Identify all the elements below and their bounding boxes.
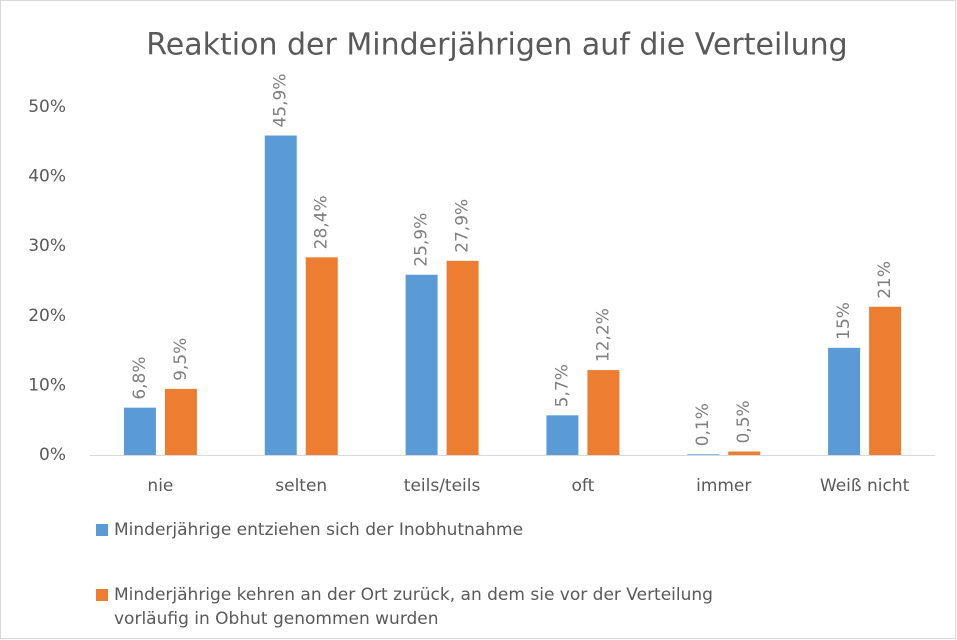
data-label: 0,1% — [693, 403, 713, 446]
legend-entry: Minderjährige entziehen sich der Inobhut… — [96, 518, 754, 542]
data-label: 9,5% — [171, 338, 191, 381]
legend-label: Minderjährige entziehen sich der Inobhut… — [114, 520, 524, 540]
bar — [687, 454, 720, 455]
y-tick-label: 40% — [28, 167, 66, 187]
x-tick-label: immer — [696, 476, 751, 496]
y-tick-label: 10% — [28, 375, 66, 395]
y-tick-label: 30% — [28, 236, 66, 256]
bar — [405, 274, 438, 455]
data-label: 6,8% — [130, 356, 150, 399]
x-tick-label: oft — [572, 476, 595, 496]
bar — [728, 451, 761, 455]
data-label: 12,2% — [593, 308, 613, 362]
bar — [546, 415, 579, 455]
bar — [828, 347, 861, 455]
legend-label: Minderjährige kehren an der Ort zurück, … — [114, 585, 713, 629]
x-tick-label: teils/teils — [404, 476, 481, 496]
bar — [123, 407, 156, 455]
x-tick-label: selten — [275, 476, 327, 496]
bar — [264, 135, 297, 455]
data-label: 28,4% — [312, 195, 332, 249]
data-label: 21% — [875, 261, 895, 299]
data-label: 45,9% — [271, 74, 291, 128]
bar — [164, 388, 197, 455]
legend-swatch — [96, 524, 108, 536]
chart-title: Reaktion der Minderjährigen auf die Vert… — [146, 28, 847, 63]
y-tick-label: 20% — [28, 306, 66, 326]
data-label: 25,9% — [412, 213, 432, 267]
x-tick-label: Weiß nicht — [820, 476, 910, 496]
bar — [305, 257, 338, 455]
y-tick-label: 0% — [39, 445, 66, 465]
legend-swatch — [96, 589, 108, 601]
data-label: 27,9% — [453, 199, 473, 253]
data-label: 0,5% — [734, 400, 754, 443]
bar — [869, 306, 902, 455]
bar — [446, 260, 479, 455]
data-label: 5,7% — [552, 364, 572, 407]
x-tick-label: nie — [147, 476, 173, 496]
bar — [587, 370, 620, 455]
data-label: 15% — [834, 302, 854, 340]
y-tick-label: 50% — [28, 97, 66, 117]
legend-entry: Minderjährige kehren an der Ort zurück, … — [96, 583, 754, 631]
